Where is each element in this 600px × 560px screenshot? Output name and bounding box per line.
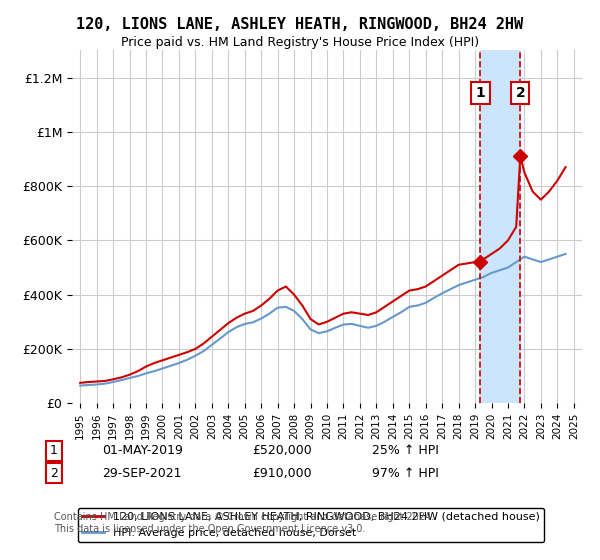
Text: 2: 2 (515, 86, 525, 100)
Text: Price paid vs. HM Land Registry's House Price Index (HPI): Price paid vs. HM Land Registry's House … (121, 36, 479, 49)
Legend: 120, LIONS LANE, ASHLEY HEATH, RINGWOOD, BH24 2HW (detached house), HPI: Average: 120, LIONS LANE, ASHLEY HEATH, RINGWOOD,… (77, 507, 544, 542)
Text: Contains HM Land Registry data © Crown copyright and database right 2024.
This d: Contains HM Land Registry data © Crown c… (54, 512, 434, 534)
Text: £910,000: £910,000 (252, 466, 311, 480)
Text: £520,000: £520,000 (252, 444, 312, 458)
Text: 120, LIONS LANE, ASHLEY HEATH, RINGWOOD, BH24 2HW: 120, LIONS LANE, ASHLEY HEATH, RINGWOOD,… (76, 17, 524, 32)
Text: 2: 2 (50, 466, 58, 480)
Text: 97% ↑ HPI: 97% ↑ HPI (372, 466, 439, 480)
Text: 1: 1 (476, 86, 485, 100)
Text: 01-MAY-2019: 01-MAY-2019 (102, 444, 183, 458)
Text: 29-SEP-2021: 29-SEP-2021 (102, 466, 182, 480)
Text: 25% ↑ HPI: 25% ↑ HPI (372, 444, 439, 458)
Bar (481, 50, 520, 403)
Text: 1: 1 (50, 444, 58, 458)
